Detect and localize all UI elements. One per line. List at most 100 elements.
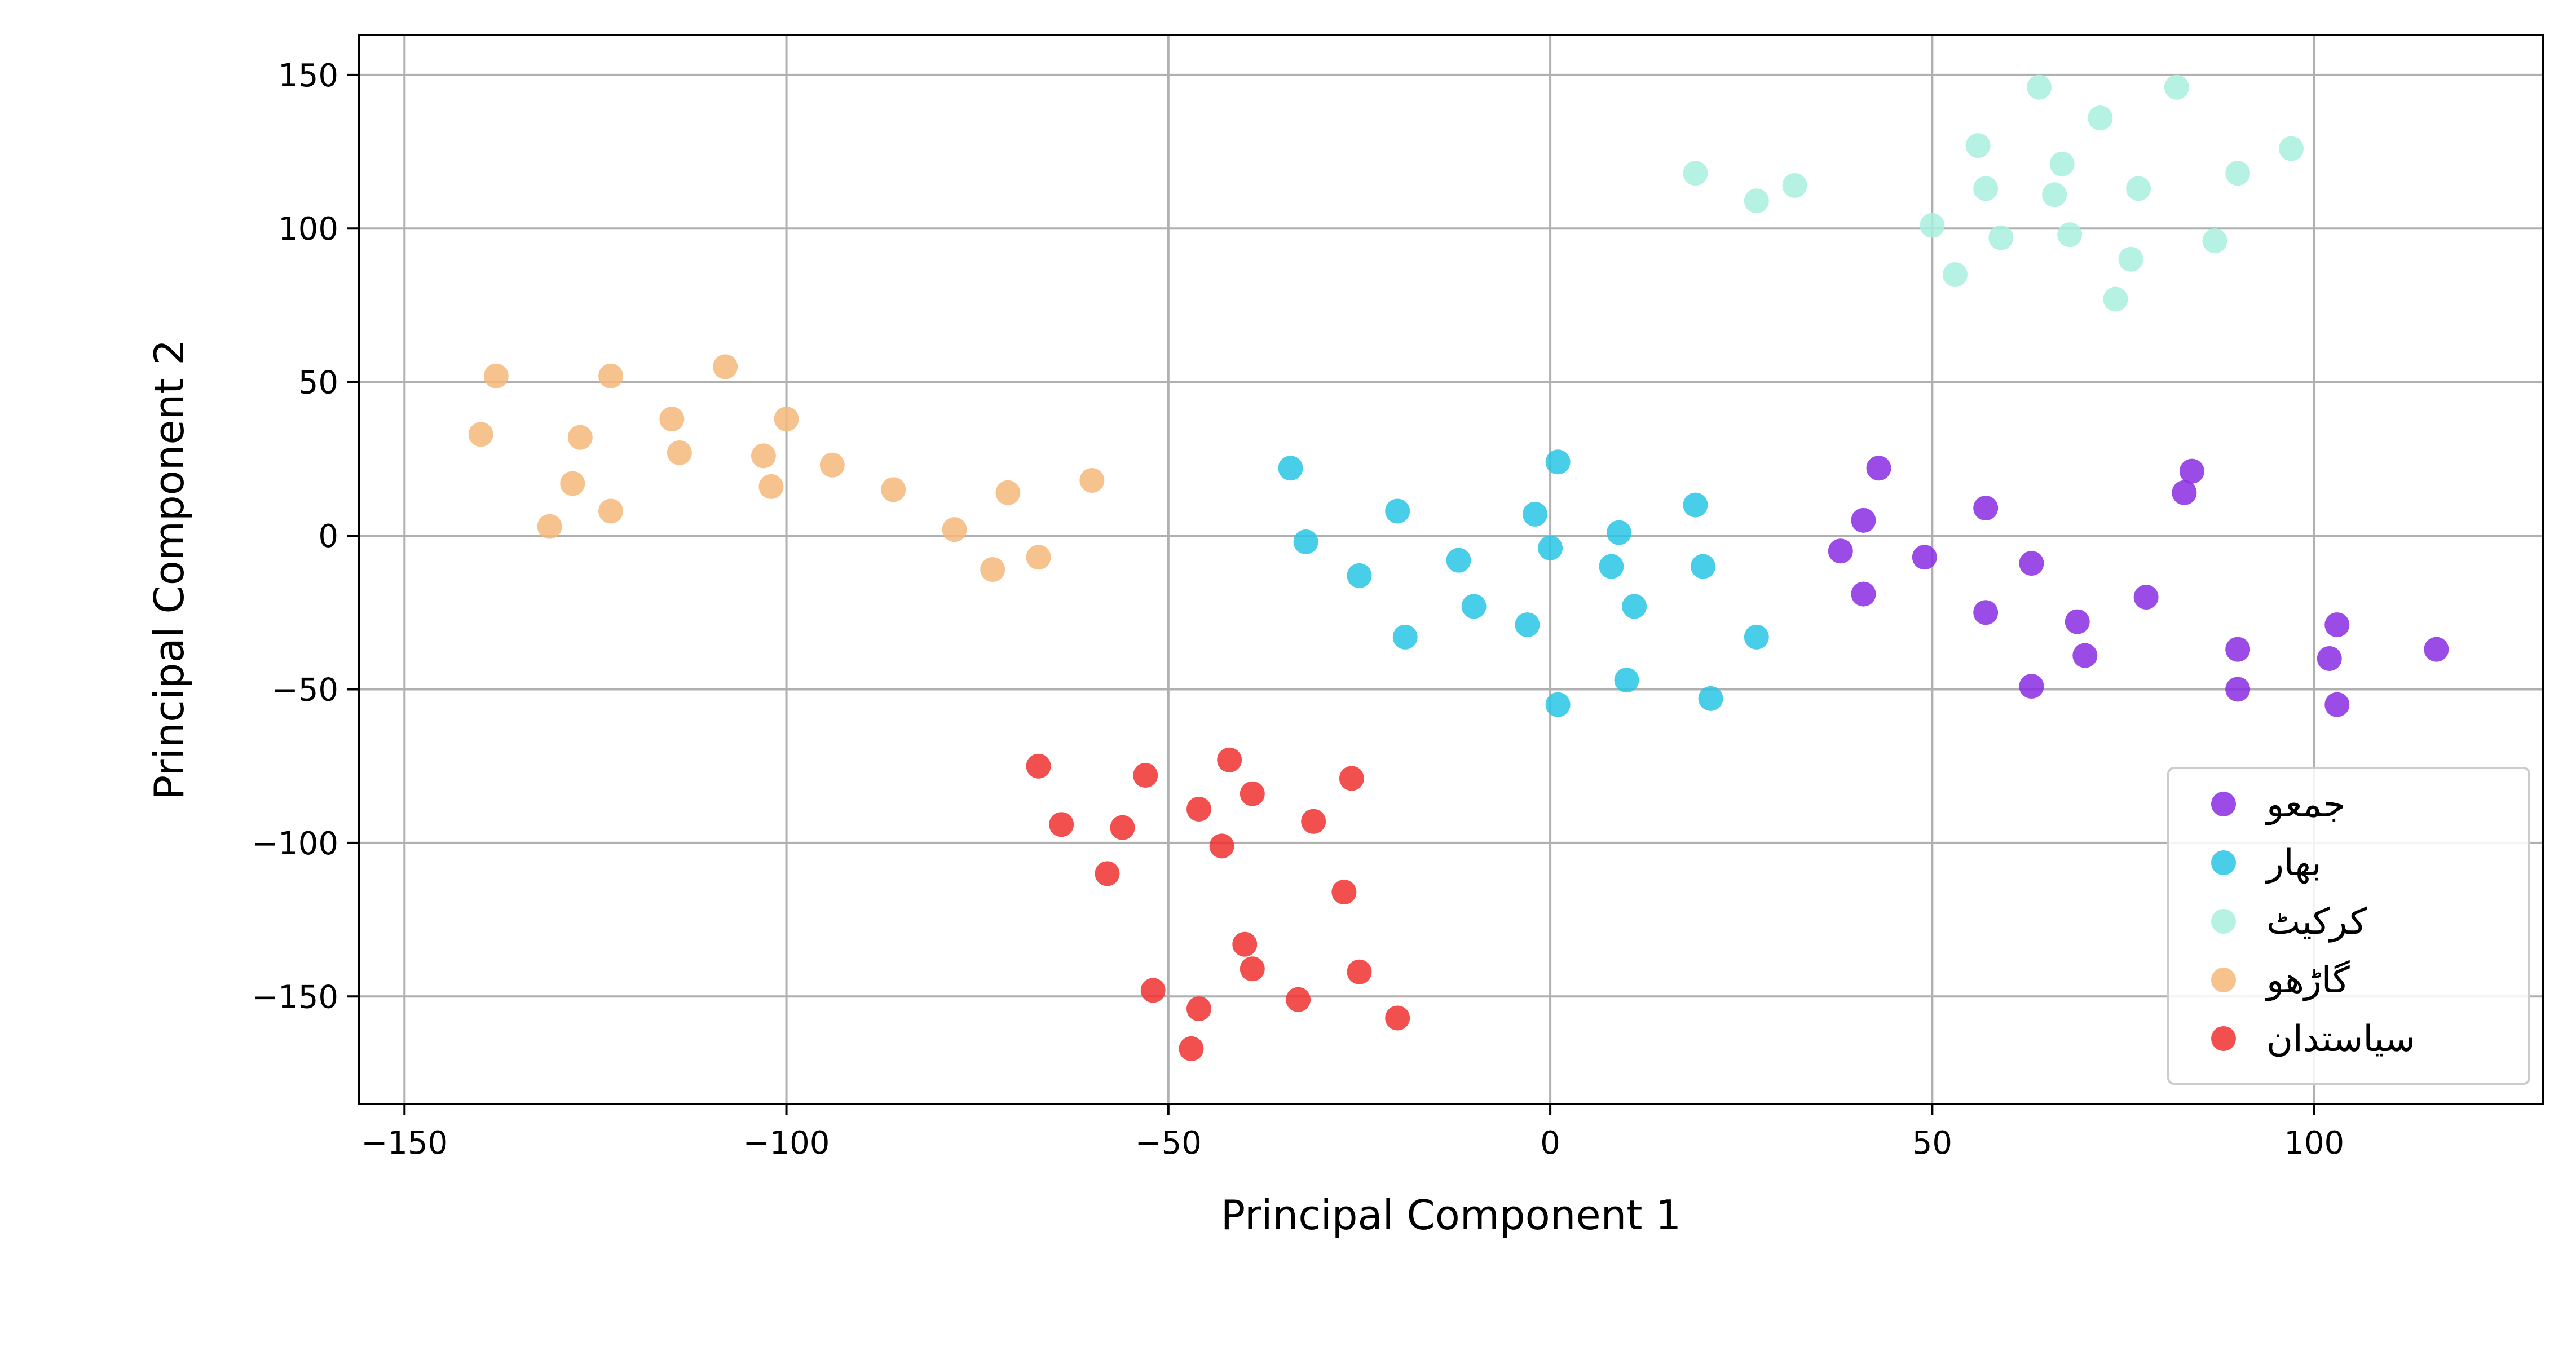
scatter-point [483,363,509,388]
y-tick-label: 0 [318,518,338,555]
plot-area-frame [358,34,2544,1105]
scatter-point [537,514,562,539]
scatter-point [1545,449,1571,475]
scatter-point [1965,133,1991,158]
scatter-point [2118,246,2143,272]
scatter-point [2049,151,2075,176]
scatter-point [1461,594,1487,619]
scatter-point [980,557,1005,582]
scatter-point [1545,692,1571,717]
scatter-point [1515,612,1540,638]
scatter-point [758,474,784,499]
legend-marker [2211,1026,2236,1051]
scatter-point [2172,480,2197,505]
legend-label: بهار [2265,842,2322,884]
scatter-point [2279,136,2304,161]
legend: جمعو بهار کرکیٹ گاڑھو سیاستدان [2167,767,2530,1085]
scatter-point [2133,585,2159,610]
scatter-point [1179,1036,1204,1061]
scatter-point [1622,594,1647,619]
scatter-point [1240,956,1265,982]
scatter-point [2225,637,2251,662]
x-tick-label: −150 [361,1125,448,1162]
scatter-point [1744,188,1769,214]
scatter-point [659,407,685,432]
scatter-point [1866,456,1891,481]
scatter-point [1392,624,1418,650]
scatter-point [1186,796,1211,822]
y-tick-label: −100 [252,825,338,862]
scatter-point [1912,545,1937,570]
scatter-point [2088,105,2113,131]
scatter-point [1698,686,1723,711]
scatter-point [1973,176,1999,201]
scatter-point [1049,812,1074,837]
scatter-point [1538,535,1563,560]
legend-label: سیاستدان [2266,1018,2415,1060]
scatter-point [2072,643,2098,668]
scatter-point [1293,529,1318,554]
y-tick-label: −150 [252,979,338,1016]
scatter-point [819,452,845,478]
scatter-point [774,407,799,432]
scatter-point [881,477,906,502]
scatter-point [2225,677,2251,702]
scatter-point [2027,74,2052,100]
scatter-point [1339,766,1364,791]
x-axis-label: Principal Component 1 [1221,1191,1681,1239]
scatter-point [1744,624,1769,650]
legend-marker [2211,792,2236,816]
scatter-point [1523,501,1547,527]
scatter-point [1683,161,1708,186]
scatter-point [1851,581,1876,607]
scatter-point [1385,1005,1410,1031]
scatter-point [1095,861,1120,886]
scatter-point [468,422,493,447]
scatter-point [598,363,623,388]
scatter-point [1828,538,1853,564]
scatter-point [2042,182,2067,207]
y-tick-label: 50 [298,365,338,401]
scatter-point [2324,612,2350,638]
scatter-point [1973,600,1999,625]
legend-marker [2211,850,2236,875]
scatter-point [1614,668,1639,693]
scatter-point [1278,456,1303,481]
scatter-point [2317,646,2342,671]
x-tick-label: −50 [1135,1125,1202,1162]
legend-label: کرکیٹ [2266,901,2367,943]
scatter-point [2225,161,2251,186]
x-tick-label: 0 [1540,1125,1560,1162]
scatter-point [2324,692,2350,717]
scatter-point [1943,262,1968,287]
scatter-point [1446,548,1471,573]
scatter-point [1920,213,1945,238]
scatter-point [1782,173,1807,198]
scatter-point [995,480,1021,505]
scatter-point [1973,496,1999,521]
scatter-point [1331,880,1357,905]
scatter-point [598,498,623,524]
x-tick-label: 100 [2284,1125,2344,1162]
scatter-point [567,425,593,450]
scatter-point [2103,286,2128,312]
scatter-point [1209,833,1234,859]
scatter-point [1186,996,1211,1022]
scatter-point [1683,492,1708,518]
scatter-point [1607,520,1631,545]
x-tick-label: 50 [1912,1125,1952,1162]
scatter-point [1385,498,1410,524]
scatter-point [560,471,585,496]
scatter-point [1110,815,1135,840]
legend-marker [2211,968,2236,992]
scatter-point [1079,468,1105,493]
scatter-point [1232,931,1258,957]
scatter-point [1286,987,1311,1012]
x-tick-label: −100 [743,1125,830,1162]
scatter-point [942,517,967,542]
scatter-point [1140,978,1166,1003]
scatter-point [2424,637,2449,662]
scatter-point [2065,609,2090,634]
legend-box [2167,767,2530,1085]
y-tick-label: 100 [278,211,338,248]
